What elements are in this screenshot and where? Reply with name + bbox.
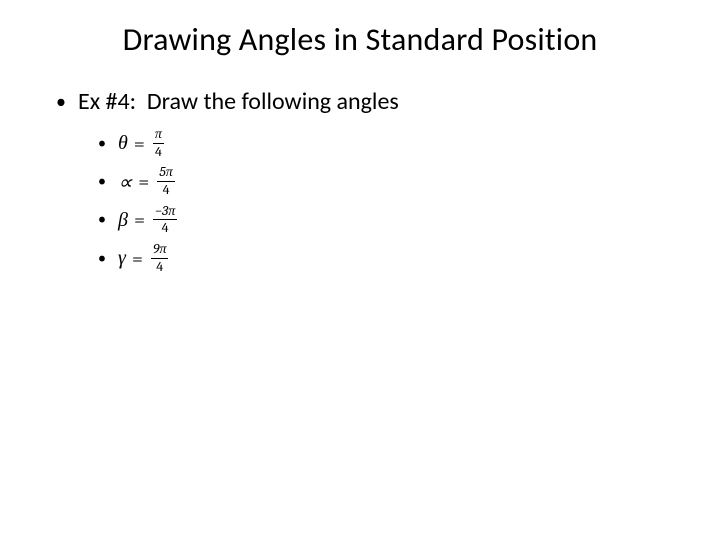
denominator: 4 (153, 143, 164, 160)
angle-variable: γ (118, 246, 126, 270)
bullet-level2: • ∝ = 5π 4 (98, 165, 720, 197)
fraction: 5π 4 (157, 165, 174, 197)
angle-equation: γ = 9π 4 (118, 242, 169, 274)
equals-sign: = (126, 247, 149, 270)
example-text: Draw the following angles (147, 87, 399, 116)
fraction: −3π 4 (153, 204, 177, 236)
denominator: 4 (151, 258, 169, 275)
numerator: 9π (151, 242, 169, 258)
angle-variable: β (118, 208, 128, 232)
slide-content: • Ex #4: Draw the following angles • θ =… (0, 87, 720, 275)
slide-title: Drawing Angles in Standard Position (0, 20, 720, 59)
bullet-dot-icon: • (98, 210, 106, 229)
angle-variable: θ (118, 131, 128, 155)
numerator: π (153, 127, 164, 143)
bullet-level1: • Ex #4: Draw the following angles (56, 87, 720, 117)
fraction: 9π 4 (151, 242, 169, 274)
example-prefix: Ex #4: (78, 87, 136, 116)
slide-container: Drawing Angles in Standard Position • Ex… (0, 0, 720, 540)
bullet-dot-icon: • (98, 172, 106, 191)
fraction: π 4 (153, 127, 164, 159)
bullet-level2: • θ = π 4 (98, 127, 720, 159)
bullet-dot-icon: • (98, 134, 106, 153)
angle-variable: ∝ (118, 170, 132, 194)
numerator: 5π (157, 165, 174, 181)
numerator: −3π (153, 204, 177, 220)
angle-equation: β = −3π 4 (118, 204, 177, 236)
denominator: 4 (153, 219, 177, 236)
angle-equation: ∝ = 5π 4 (118, 165, 175, 197)
bullet-level2: • γ = 9π 4 (98, 242, 720, 274)
equals-sign: = (128, 208, 151, 231)
equals-sign: = (132, 170, 155, 193)
bullet-level2: • β = −3π 4 (98, 204, 720, 236)
equals-sign: = (128, 132, 151, 155)
angle-equation: θ = π 4 (118, 127, 164, 159)
bullet-dot-icon: • (56, 87, 66, 117)
bullet-l1-text: Ex #4: Draw the following angles (78, 87, 399, 116)
denominator: 4 (157, 181, 174, 198)
bullet-dot-icon: • (98, 249, 106, 268)
